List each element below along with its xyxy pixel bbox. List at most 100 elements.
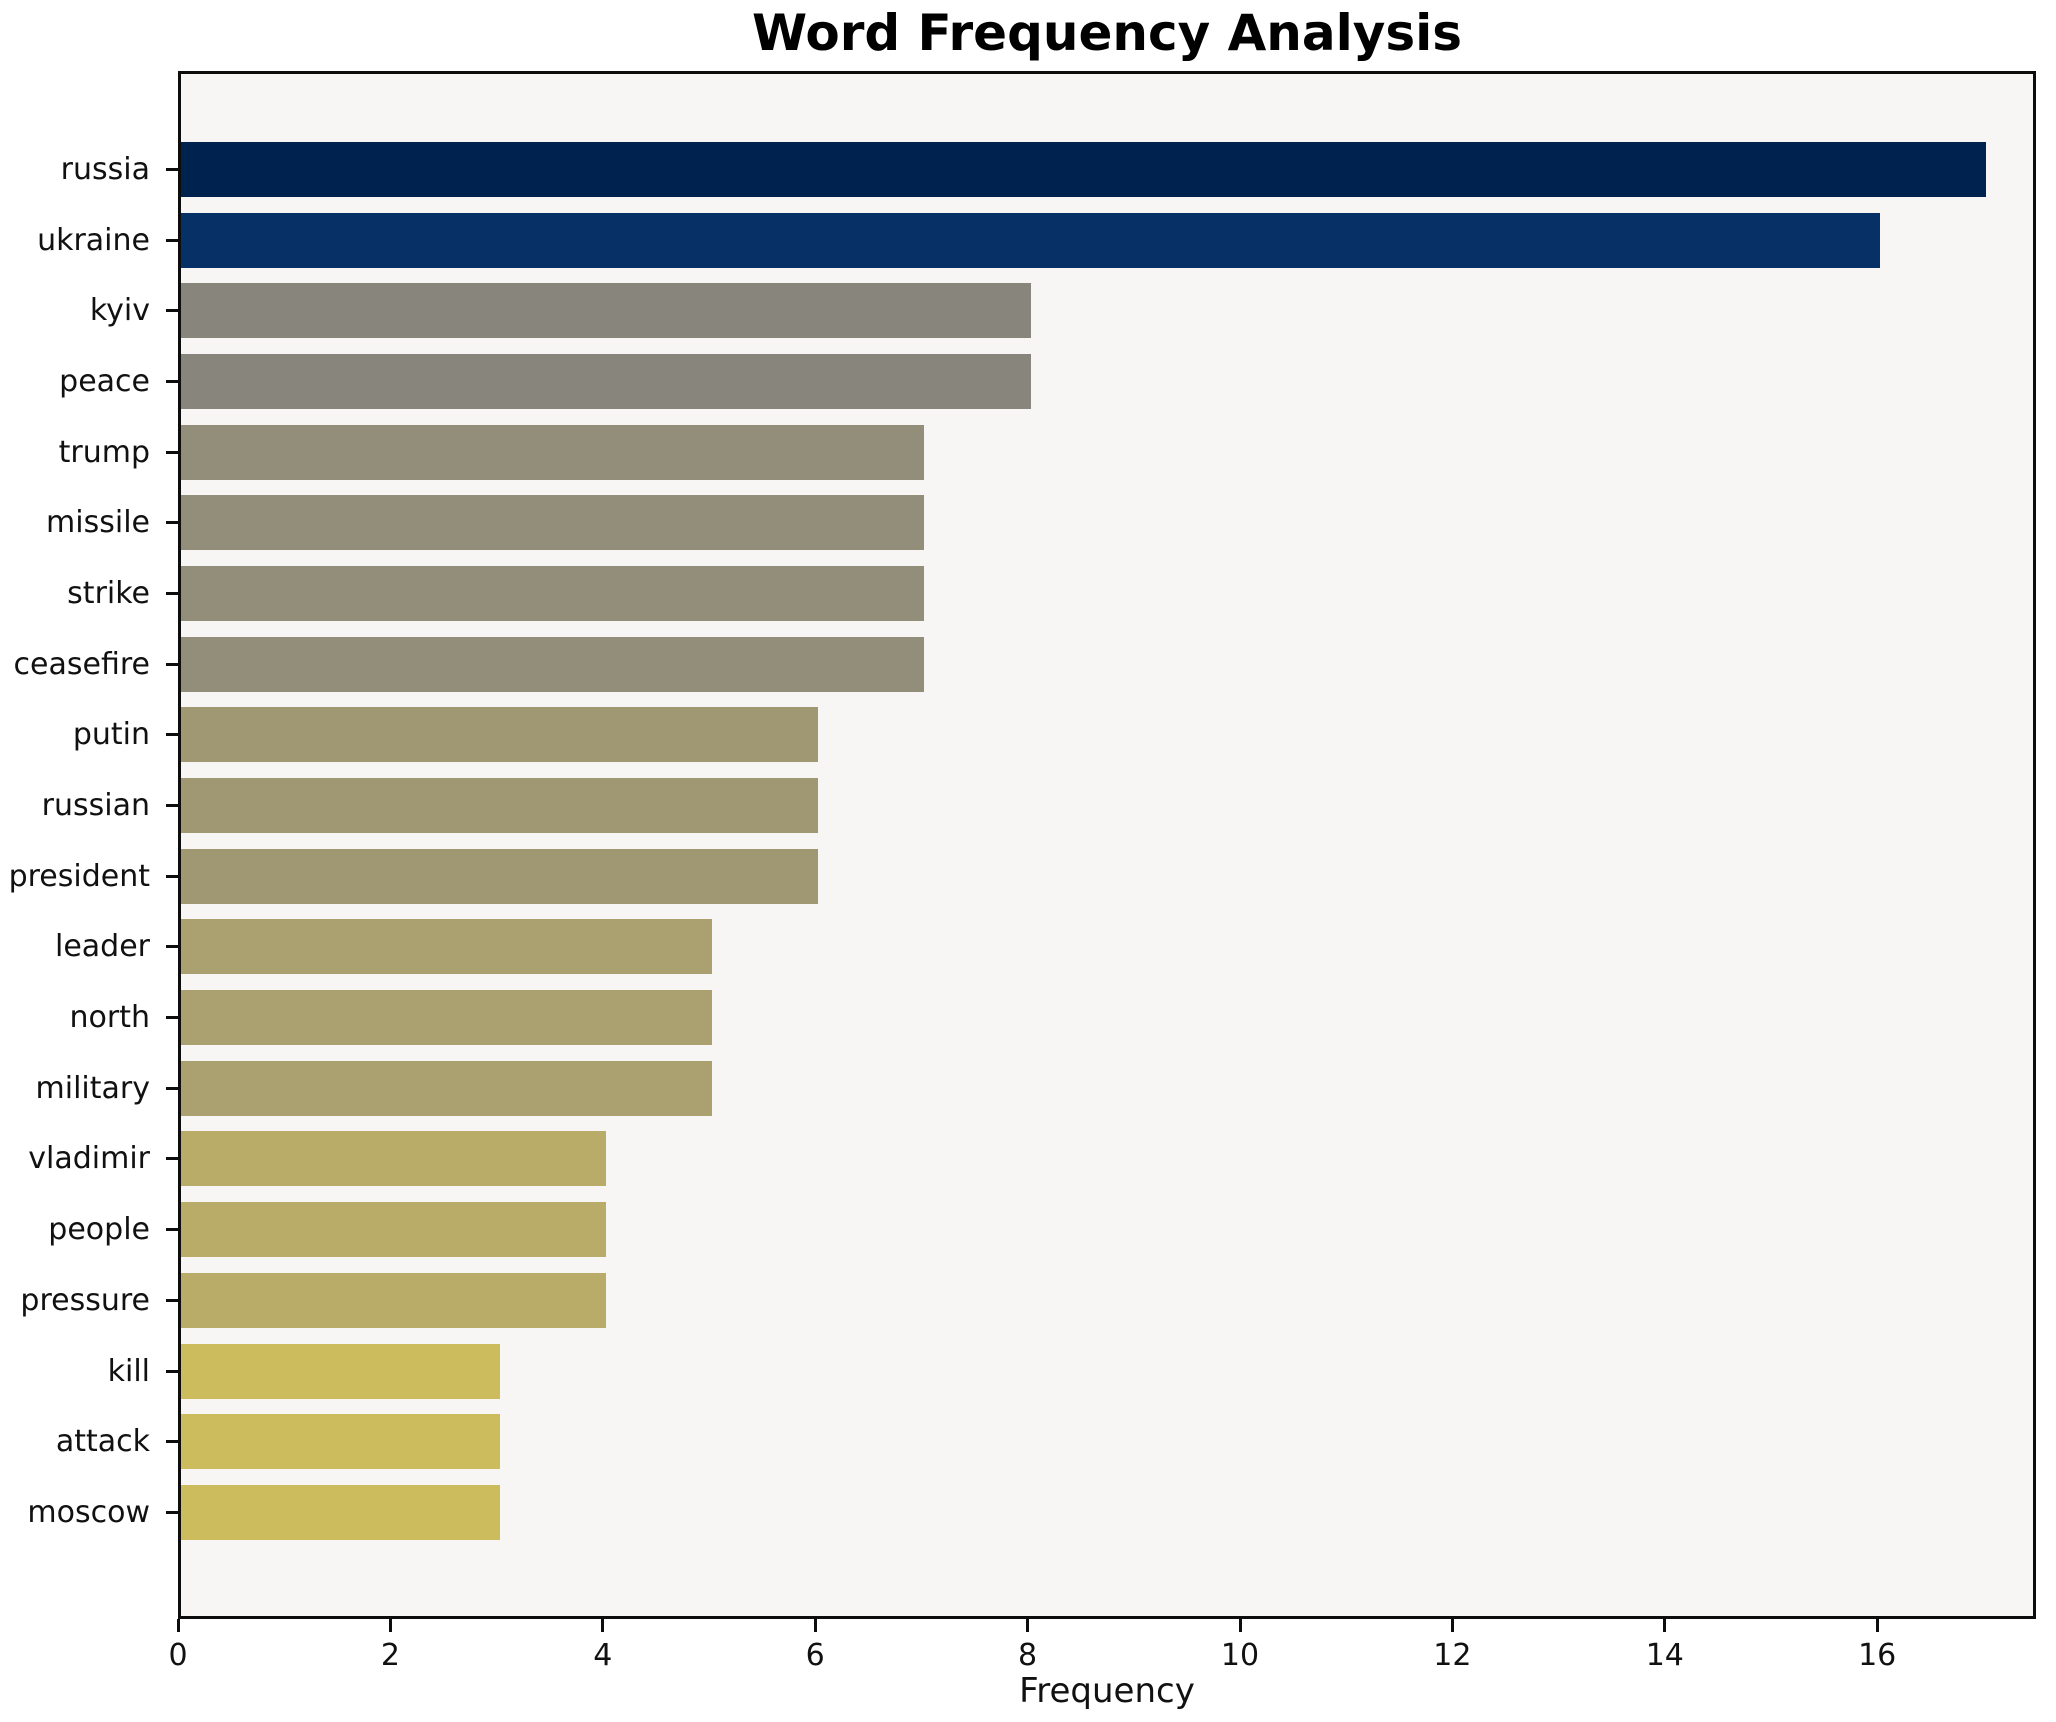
chart-row-strike: strike (0, 558, 2056, 629)
chart-row-peace: peace (0, 346, 2056, 417)
y-tick-label-kyiv: kyiv (89, 293, 150, 329)
x-tick-label-0: 0 (168, 1638, 188, 1673)
chart-row-military: military (0, 1053, 2056, 1124)
x-tick-label-8: 8 (1018, 1638, 1038, 1673)
chart-row-moscow: moscow (0, 1477, 2056, 1548)
y-tick-mark (166, 521, 179, 525)
x-tick-mark (601, 1619, 605, 1632)
y-tick-mark (166, 945, 179, 949)
x-tick-label-4: 4 (593, 1638, 613, 1673)
bar-pressure (181, 1272, 606, 1328)
y-tick-mark (166, 1510, 179, 1514)
y-tick-label-russia: russia (60, 151, 150, 187)
y-tick-label-military: military (35, 1070, 150, 1106)
x-tick-mark (1238, 1619, 1242, 1632)
x-tick-label-12: 12 (1433, 1638, 1472, 1673)
chart-row-leader: leader (0, 912, 2056, 983)
bar-strike (181, 565, 925, 621)
bar-military (181, 1060, 712, 1116)
bar-missile (181, 495, 925, 551)
x-tick-mark (1450, 1619, 1454, 1632)
y-tick-mark (166, 1086, 179, 1090)
chart-row-ukraine: ukraine (0, 205, 2056, 276)
y-tick-mark (166, 309, 179, 313)
y-tick-label-ukraine: ukraine (37, 222, 150, 258)
bar-ceasefire (181, 636, 925, 692)
x-tick-mark (1875, 1619, 1879, 1632)
chart-row-russian: russian (0, 770, 2056, 841)
y-tick-label-ceasefire: ceasefire (13, 646, 150, 682)
bar-vladimir (181, 1131, 606, 1187)
y-tick-mark (166, 1157, 179, 1161)
y-tick-mark (166, 874, 179, 878)
chart-row-people: people (0, 1194, 2056, 1265)
y-tick-mark (166, 1016, 179, 1020)
bar-trump (181, 424, 925, 480)
bar-russia (181, 141, 1987, 197)
y-tick-mark (166, 1298, 179, 1302)
x-tick-mark (176, 1619, 180, 1632)
y-tick-mark (166, 1440, 179, 1444)
x-tick-label-14: 14 (1645, 1638, 1684, 1673)
y-tick-label-leader: leader (54, 929, 150, 965)
x-tick-mark (813, 1619, 817, 1632)
x-tick-mark (388, 1619, 392, 1632)
y-tick-label-kill: kill (107, 1353, 150, 1389)
bar-russian (181, 778, 819, 834)
chart-row-trump: trump (0, 417, 2056, 488)
y-tick-mark (166, 379, 179, 383)
y-tick-label-vladimir: vladimir (28, 1141, 150, 1177)
y-tick-label-pressure: pressure (20, 1282, 150, 1318)
bar-rows: russia ukraine kyiv peace trump missile strike… (0, 134, 2056, 1548)
y-tick-mark (166, 1369, 179, 1373)
y-tick-label-people: people (48, 1212, 150, 1248)
chart-row-ceasefire: ceasefire (0, 629, 2056, 700)
y-tick-label-russian: russian (41, 788, 150, 824)
bar-kyiv (181, 283, 1031, 339)
chart-row-missile: missile (0, 487, 2056, 558)
chart-row-kill: kill (0, 1336, 2056, 1407)
x-axis-label: Frequency (1019, 1671, 1195, 1711)
chart-row-vladimir: vladimir (0, 1124, 2056, 1195)
chart-row-pressure: pressure (0, 1265, 2056, 1336)
x-tick-mark (1026, 1619, 1030, 1632)
bar-president (181, 848, 819, 904)
bar-peace (181, 353, 1031, 409)
x-tick-mark (1663, 1619, 1667, 1632)
y-tick-mark (166, 1228, 179, 1232)
y-tick-label-peace: peace (59, 363, 150, 399)
bar-leader (181, 919, 712, 975)
y-tick-label-attack: attack (55, 1424, 150, 1460)
chart-row-president: president (0, 841, 2056, 912)
bar-moscow (181, 1484, 500, 1540)
x-tick-label-16: 16 (1858, 1638, 1897, 1673)
x-tick-label-6: 6 (805, 1638, 825, 1673)
chart-row-putin: putin (0, 700, 2056, 771)
chart-row-north: north (0, 982, 2056, 1053)
y-tick-mark (166, 733, 179, 737)
x-tick-label-10: 10 (1220, 1638, 1260, 1673)
bar-attack (181, 1414, 500, 1470)
bar-people (181, 1202, 606, 1258)
y-tick-label-moscow: moscow (27, 1494, 150, 1530)
y-tick-mark (166, 804, 179, 808)
y-tick-mark (166, 450, 179, 454)
chart-row-kyiv: kyiv (0, 275, 2056, 346)
y-tick-mark (166, 238, 179, 242)
bar-kill (181, 1343, 500, 1399)
y-tick-label-strike: strike (67, 575, 150, 611)
bar-north (181, 990, 712, 1046)
y-tick-label-missile: missile (46, 505, 150, 541)
x-tick-label-2: 2 (380, 1638, 400, 1673)
y-tick-mark (166, 591, 179, 595)
y-tick-label-putin: putin (72, 717, 150, 753)
bar-putin (181, 707, 819, 763)
y-tick-mark (166, 662, 179, 666)
bar-ukraine (181, 212, 1881, 268)
chart-row-russia: russia (0, 134, 2056, 205)
chart-title: Word Frequency Analysis (751, 4, 1463, 62)
y-tick-label-trump: trump (58, 434, 150, 470)
y-tick-mark (166, 167, 179, 171)
y-tick-label-president: president (8, 858, 150, 894)
